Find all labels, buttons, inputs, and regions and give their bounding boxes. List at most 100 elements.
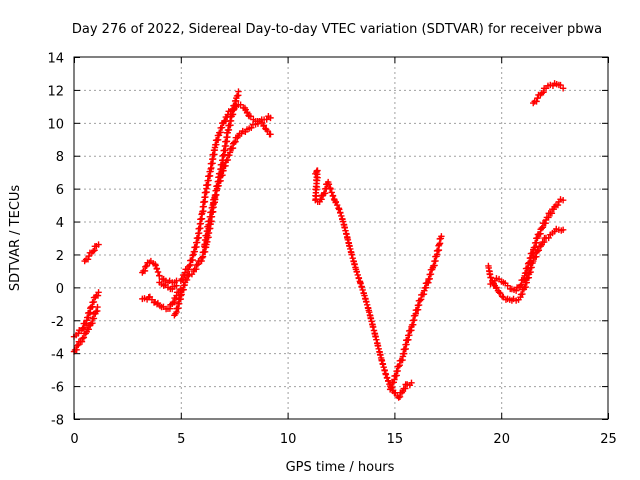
data-point bbox=[351, 260, 358, 268]
y-tick-label: 6 bbox=[56, 183, 64, 198]
data-point bbox=[346, 242, 353, 249]
data-point bbox=[376, 351, 384, 358]
data-point bbox=[373, 336, 380, 343]
data-point bbox=[372, 333, 379, 340]
data-point bbox=[338, 212, 345, 220]
data-point bbox=[540, 89, 547, 96]
data-point bbox=[73, 342, 81, 349]
x-tick-label: 0 bbox=[70, 432, 78, 447]
data-point bbox=[362, 295, 369, 302]
data-point bbox=[237, 101, 244, 108]
data-point bbox=[337, 209, 344, 216]
data-point bbox=[90, 247, 97, 255]
x-tick-label: 5 bbox=[177, 432, 185, 447]
data-point bbox=[416, 297, 424, 304]
data-point bbox=[370, 327, 378, 334]
data-point bbox=[142, 263, 149, 271]
data-point bbox=[327, 185, 334, 193]
data-point bbox=[361, 292, 368, 299]
series-arc-10 bbox=[487, 196, 567, 294]
data-point bbox=[329, 192, 337, 199]
data-point bbox=[166, 305, 174, 312]
data-point bbox=[378, 357, 386, 365]
data-point bbox=[559, 226, 567, 233]
y-tick-label: -4 bbox=[51, 348, 64, 363]
data-point bbox=[534, 94, 541, 102]
data-point bbox=[95, 241, 102, 248]
data-point bbox=[375, 345, 382, 352]
data-point bbox=[487, 274, 495, 281]
data-point bbox=[517, 282, 524, 289]
y-tick-label: 8 bbox=[56, 150, 64, 165]
data-point bbox=[545, 234, 552, 242]
data-point bbox=[235, 88, 242, 95]
y-tick-label: 4 bbox=[56, 216, 64, 231]
data-point bbox=[367, 314, 374, 322]
data-point bbox=[348, 251, 355, 258]
data-point bbox=[486, 270, 493, 278]
plot-border bbox=[73, 56, 609, 420]
data-point bbox=[559, 85, 567, 92]
data-point bbox=[188, 270, 196, 278]
y-tick-label: 10 bbox=[47, 117, 64, 132]
series-arc-5 bbox=[177, 101, 274, 284]
data-point bbox=[75, 330, 82, 337]
data-point bbox=[143, 262, 150, 270]
series-arc-3b bbox=[139, 257, 180, 286]
data-point bbox=[231, 139, 238, 146]
data-point bbox=[156, 272, 163, 280]
data-point bbox=[381, 366, 388, 374]
data-point bbox=[350, 257, 357, 265]
data-point bbox=[339, 218, 347, 225]
data-point bbox=[173, 282, 180, 289]
chart-title: Day 276 of 2022, Sidereal Day-to-day VTE… bbox=[72, 22, 602, 37]
y-tick-label: 14 bbox=[47, 52, 64, 67]
series-arc-3c bbox=[156, 279, 180, 293]
data-point bbox=[382, 371, 390, 378]
series-arc-1b bbox=[70, 289, 102, 340]
data-point bbox=[153, 265, 161, 272]
data-point bbox=[368, 318, 375, 325]
data-point bbox=[264, 127, 271, 135]
data-point bbox=[347, 245, 354, 253]
data-point bbox=[512, 287, 520, 294]
data-point bbox=[538, 224, 545, 232]
y-tick-label: -8 bbox=[51, 414, 64, 429]
data-point bbox=[177, 292, 184, 299]
data-point bbox=[374, 342, 381, 349]
points-layer bbox=[70, 80, 567, 401]
data-point bbox=[85, 252, 93, 260]
data-point bbox=[554, 201, 562, 209]
data-point bbox=[359, 286, 366, 294]
data-point bbox=[379, 360, 386, 367]
data-point bbox=[345, 239, 352, 246]
data-point bbox=[248, 124, 255, 131]
x-tick-label: 25 bbox=[600, 432, 617, 447]
x-tick-label: 10 bbox=[280, 432, 297, 447]
ticks-layer: 0 5 10 15 20 25 -8 -6 -4 -2 0 2 4 6 8 10 12 14 bbox=[47, 52, 616, 448]
data-point bbox=[325, 181, 333, 188]
series-arc-11 bbox=[530, 80, 567, 107]
y-tick-label: -2 bbox=[51, 315, 64, 330]
data-point bbox=[340, 221, 348, 228]
data-point bbox=[244, 108, 251, 116]
data-point bbox=[366, 309, 373, 316]
data-point bbox=[534, 247, 541, 255]
data-point bbox=[497, 289, 504, 297]
x-tick-label: 15 bbox=[387, 432, 404, 447]
data-point bbox=[354, 271, 361, 279]
data-point bbox=[344, 236, 352, 244]
data-point bbox=[380, 363, 387, 371]
data-point bbox=[495, 289, 503, 296]
data-point bbox=[260, 122, 268, 129]
data-point bbox=[557, 81, 564, 89]
data-point bbox=[342, 227, 349, 234]
data-point bbox=[357, 280, 364, 287]
data-point bbox=[152, 262, 159, 269]
x-axis-label: GPS time / hours bbox=[286, 460, 395, 475]
data-point bbox=[385, 377, 392, 384]
data-point bbox=[362, 298, 370, 305]
data-point bbox=[79, 335, 86, 342]
data-point bbox=[383, 374, 391, 381]
